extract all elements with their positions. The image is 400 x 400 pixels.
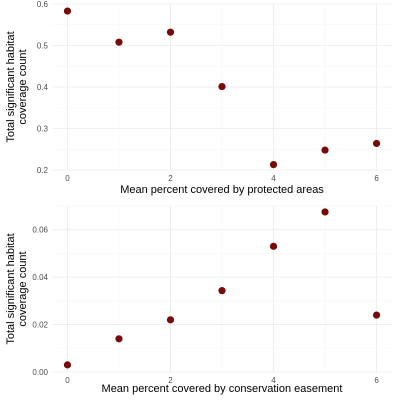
data-point	[269, 161, 278, 169]
y-tick-label: 0.00	[32, 368, 48, 377]
data-point	[218, 287, 226, 295]
x-tick-label: 4	[271, 174, 276, 183]
x-tick-label: 4	[271, 376, 276, 385]
y-tick-label: 0.02	[32, 321, 48, 330]
data-point	[372, 139, 381, 148]
y-axis-title-line: Total significant habitat	[5, 31, 17, 142]
data-point	[321, 146, 329, 154]
data-point	[115, 38, 123, 46]
y-tick-label: 0.5	[37, 42, 49, 51]
y-axis-title-line: coverage count	[17, 251, 29, 326]
data-point	[115, 335, 123, 343]
x-axis-title: Mean percent covered by conservation eas…	[102, 383, 343, 395]
data-point	[166, 316, 175, 324]
data-point	[218, 82, 226, 91]
data-point	[372, 311, 381, 319]
y-tick-label: 0.3	[37, 125, 49, 134]
data-point	[166, 28, 175, 36]
bottom-scatter-panel: 0 2 4 6 0.00 0.02 0.04 0.06 Mean percent covered…	[5, 205, 392, 395]
y-tick-label: 0.6	[37, 0, 49, 9]
x-tick-label: 2	[168, 174, 173, 183]
x-tick-label: 6	[374, 376, 379, 385]
data-point	[321, 208, 329, 216]
x-tick-label: 2	[168, 376, 173, 385]
x-tick-label: 6	[374, 174, 379, 183]
x-axis-title: Mean percent covered by protected areas	[120, 184, 324, 196]
y-tick-label: 0.4	[37, 83, 49, 92]
y-axis-title: Total significant habitatcoverage count	[5, 233, 29, 344]
y-axis-title: Total significant habitatcoverage count	[5, 31, 29, 142]
top-scatter-panel: 0 2 4 6 0.2 0.3 0.4 0.5 0.6 Mean percent covered …	[5, 0, 392, 196]
x-tick-label: 0	[65, 174, 70, 183]
y-tick-label: 0.06	[32, 226, 48, 235]
y-axis-title-line: coverage count	[17, 49, 29, 124]
data-point	[63, 7, 72, 15]
y-tick-label: 0.2	[37, 166, 49, 175]
y-axis-title-line: Total significant habitat	[5, 233, 17, 344]
x-tick-label: 0	[65, 376, 70, 385]
y-tick-label: 0.04	[32, 273, 48, 282]
data-point	[269, 242, 278, 250]
data-point	[63, 361, 72, 369]
